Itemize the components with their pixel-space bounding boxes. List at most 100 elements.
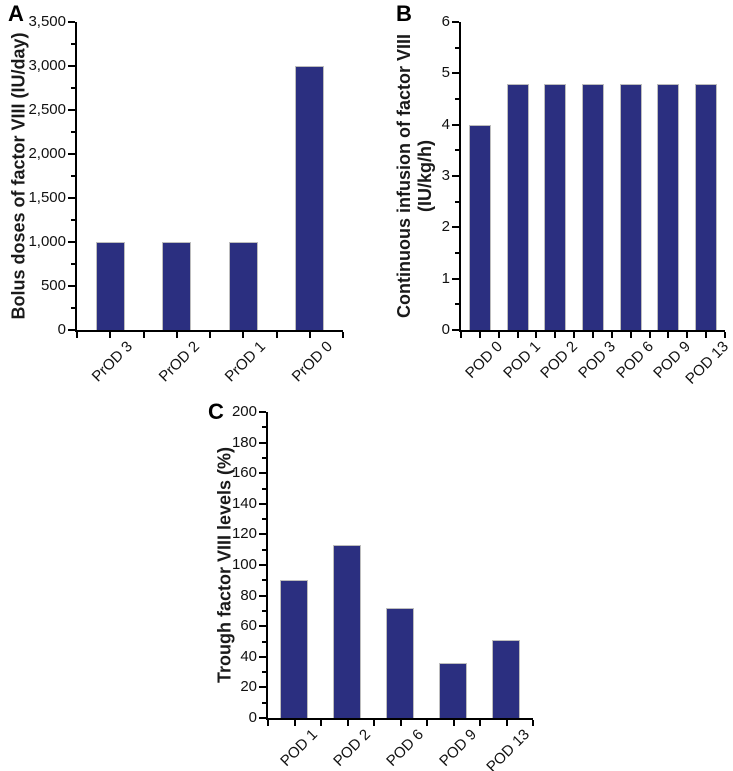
x-tick <box>342 332 344 338</box>
y-minor-tick <box>71 263 75 265</box>
y-tick-label: 5 <box>441 64 450 81</box>
y-tick-label: 0 <box>248 709 257 726</box>
y-tick-label: 2,500 <box>28 101 66 118</box>
y-tick-label: 80 <box>240 587 257 604</box>
y-major-tick <box>259 411 266 413</box>
bar-pod-13 <box>492 640 520 718</box>
x-tick <box>176 332 178 338</box>
y-major-tick <box>68 241 75 243</box>
y-major-tick <box>68 197 75 199</box>
panel-c-letter: C <box>208 399 225 424</box>
y-minor-tick <box>71 87 75 89</box>
y-major-tick <box>259 533 266 535</box>
x-axis-line <box>266 718 533 720</box>
y-major-tick <box>452 21 459 23</box>
y-tick-label: 1,000 <box>28 233 66 250</box>
bar-pod-9 <box>657 84 679 330</box>
x-tick <box>724 332 726 338</box>
y-major-tick <box>68 153 75 155</box>
x-tick <box>209 332 211 338</box>
y-major-tick <box>259 595 266 597</box>
y-minor-tick <box>455 149 459 151</box>
y-minor-tick <box>71 131 75 133</box>
x-tick <box>532 720 534 726</box>
x-tick <box>479 332 481 338</box>
y-tick-label: 160 <box>231 464 257 481</box>
x-tick-label-pod-1: POD 1 <box>277 726 322 770</box>
y-minor-tick <box>262 579 266 581</box>
x-tick <box>630 332 632 338</box>
y-major-tick <box>259 503 266 505</box>
y-tick-label: 3,500 <box>28 13 66 30</box>
x-tick <box>705 332 707 338</box>
x-tick <box>347 720 349 726</box>
y-major-tick <box>68 329 75 331</box>
y-major-tick <box>68 65 75 67</box>
y-minor-tick <box>262 488 266 490</box>
y-axis-line <box>459 22 461 332</box>
x-tick <box>479 720 481 726</box>
y-tick-label: 3,000 <box>28 57 66 74</box>
bar-pod-0 <box>469 125 491 330</box>
y-major-tick <box>259 686 266 688</box>
y-minor-tick <box>71 175 75 177</box>
bar-prod-2 <box>162 242 191 330</box>
y-major-tick <box>259 564 266 566</box>
y-major-tick <box>259 442 266 444</box>
x-tick <box>109 332 111 338</box>
x-tick <box>535 332 537 338</box>
y-minor-tick <box>262 702 266 704</box>
x-tick <box>373 720 375 726</box>
y-minor-tick <box>262 671 266 673</box>
bar-prod-3 <box>96 242 125 330</box>
x-tick <box>498 332 500 338</box>
y-tick-label: 60 <box>240 617 257 634</box>
x-tick <box>309 332 311 338</box>
y-minor-tick <box>262 457 266 459</box>
y-minor-tick <box>262 518 266 520</box>
x-tick <box>294 720 296 726</box>
y-tick-label: 3 <box>441 167 450 184</box>
x-tick <box>686 332 688 338</box>
x-tick <box>426 720 428 726</box>
y-minor-tick <box>262 641 266 643</box>
y-minor-tick <box>455 303 459 305</box>
y-tick-label: 4 <box>441 116 450 133</box>
y-tick-label: 140 <box>231 495 257 512</box>
x-tick <box>667 332 669 338</box>
y-major-tick <box>259 656 266 658</box>
y-axis-line <box>266 412 268 720</box>
x-axis-line <box>75 330 343 332</box>
y-tick-label: 2 <box>441 218 450 235</box>
bar-pod-6 <box>620 84 642 330</box>
bar-pod-9 <box>439 663 467 718</box>
x-axis-line <box>459 330 725 332</box>
x-tick <box>276 332 278 338</box>
y-minor-tick <box>262 610 266 612</box>
bar-pod-2 <box>544 84 566 330</box>
y-major-tick <box>452 278 459 280</box>
y-minor-tick <box>455 201 459 203</box>
y-major-tick <box>452 72 459 74</box>
x-tick <box>592 332 594 338</box>
bar-pod-6 <box>386 608 414 718</box>
y-major-tick <box>259 717 266 719</box>
x-tick <box>76 332 78 338</box>
y-tick-label: 6 <box>441 13 450 30</box>
x-tick <box>320 720 322 726</box>
bar-pod-1 <box>507 84 529 330</box>
x-tick <box>143 332 145 338</box>
y-major-tick <box>452 329 459 331</box>
x-tick <box>242 332 244 338</box>
x-tick <box>460 332 462 338</box>
y-tick-label: 1,500 <box>28 189 66 206</box>
y-minor-tick <box>71 307 75 309</box>
y-minor-tick <box>455 47 459 49</box>
x-tick <box>267 720 269 726</box>
y-major-tick <box>68 109 75 111</box>
y-major-tick <box>68 21 75 23</box>
y-tick-label: 20 <box>240 678 257 695</box>
x-tick <box>611 332 613 338</box>
y-major-tick <box>259 472 266 474</box>
panel-a-letter: A <box>8 1 25 26</box>
